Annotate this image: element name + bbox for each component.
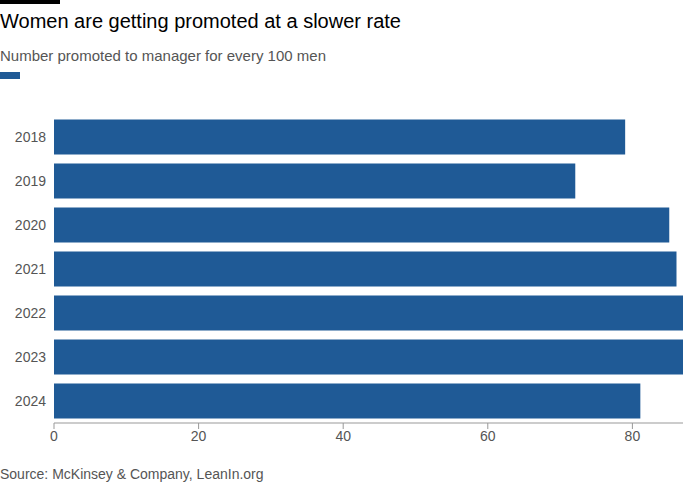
svg-text:2019: 2019: [15, 173, 46, 189]
html-text:Women are getting promoted at: Women are getting promoted at a slower r…: [0, 10, 401, 32]
svg-text:40: 40: [335, 428, 351, 444]
svg-text:2020: 2020: [15, 217, 46, 233]
svg-text:2024: 2024: [15, 393, 46, 409]
svg-text:0: 0: [50, 428, 58, 444]
svg-text:2021: 2021: [15, 261, 46, 277]
svg-text:2022: 2022: [15, 305, 46, 321]
svg-text:2023: 2023: [15, 349, 46, 365]
svg-text:80: 80: [625, 428, 641, 444]
html-text:Source: McKinsey & Company, Le: Source: McKinsey & Company, LeanIn.org: [0, 466, 264, 482]
svg-text:20: 20: [191, 428, 207, 444]
svg-text:2018: 2018: [15, 129, 46, 145]
html-text:Number promoted to manager for: Number promoted to manager for every 100…: [0, 47, 326, 64]
svg-text:60: 60: [480, 428, 496, 444]
